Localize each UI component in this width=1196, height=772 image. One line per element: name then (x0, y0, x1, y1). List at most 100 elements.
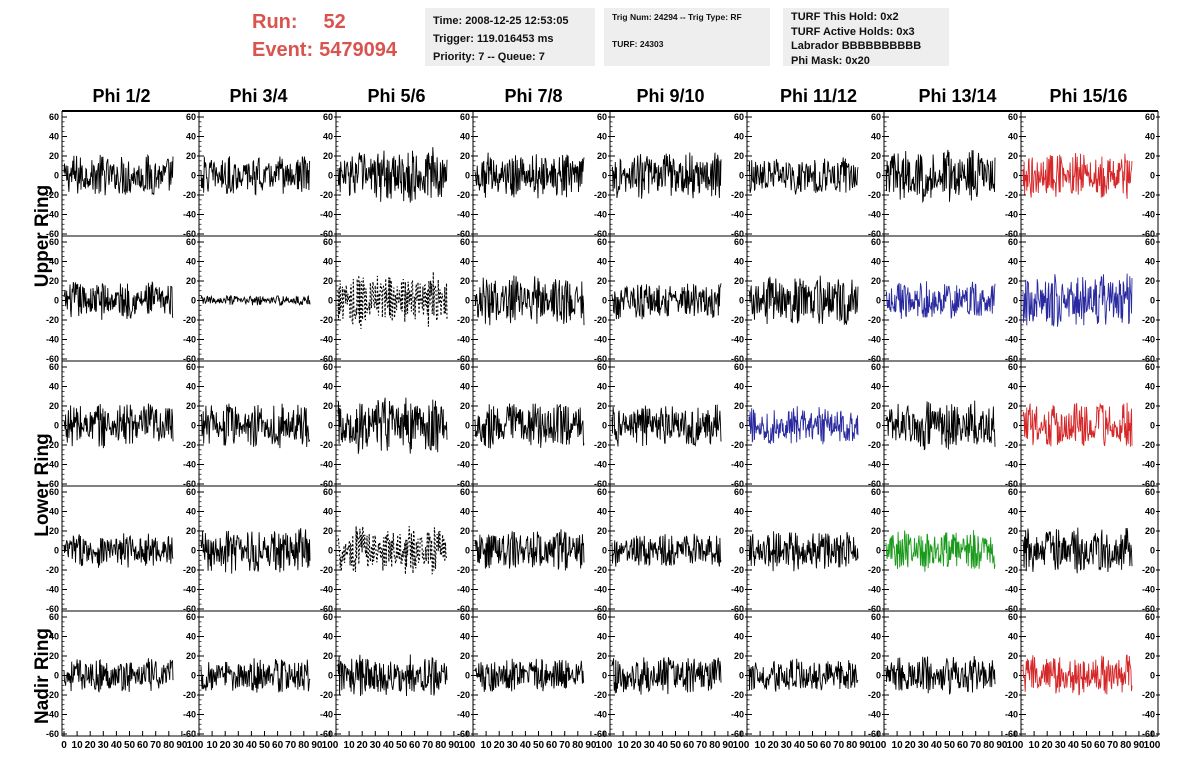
y-tick-label: -40 (1005, 210, 1018, 220)
y-tick-label: -40 (594, 710, 607, 720)
waveform-panel: 60 40 20 0 -20 -40 -60 (336, 362, 475, 489)
y-tick-label: 0 (1013, 171, 1018, 181)
y-tick-label: 20 (460, 651, 470, 661)
y-tick-label: 0 (465, 671, 470, 681)
y-tick-label: -60 (1142, 604, 1155, 614)
y-tick-label: -60 (183, 229, 196, 239)
y-tick-label: -40 (1142, 585, 1155, 595)
waveform-panel: 60 40 20 0 -20 -40 -60 (610, 362, 749, 489)
x-tick-label: 30 (1055, 740, 1067, 751)
y-tick-label: -60 (868, 729, 881, 739)
y-tick-label: -40 (46, 585, 59, 595)
y-tick-label: 20 (49, 276, 59, 286)
waveform-trace (885, 655, 996, 695)
y-tick-label: -20 (183, 440, 196, 450)
y-tick-label: -20 (1005, 690, 1018, 700)
x-tick-label: 100 (187, 740, 204, 751)
waveform-trace (63, 281, 174, 320)
waveform-panel: 60 40 20 0 -20 -40 -60 (1021, 112, 1160, 239)
y-tick-label: -20 (868, 565, 881, 575)
y-tick-label: 0 (739, 296, 744, 306)
turf-holds-box: TURF This Hold: 0x2 TURF Active Holds: 0… (783, 8, 949, 67)
x-tick-label: 90 (311, 740, 323, 751)
y-tick-label: 0 (1013, 296, 1018, 306)
y-tick-label: 40 (871, 257, 881, 267)
y-tick-label: 40 (734, 382, 744, 392)
x-tick-label: 80 (163, 740, 175, 751)
y-tick-label: 40 (1145, 257, 1155, 267)
x-tick-label: 60 (683, 740, 695, 751)
x-tick-label: 20 (357, 740, 369, 751)
y-tick-label: 60 (49, 237, 59, 247)
x-tick-label: 70 (285, 740, 297, 751)
y-tick-label: 0 (602, 296, 607, 306)
y-tick-label: 60 (49, 112, 59, 122)
y-tick-label: 20 (323, 401, 333, 411)
y-tick-label: 20 (49, 401, 59, 411)
y-tick-label: -60 (46, 354, 59, 364)
y-tick-label: -20 (1142, 690, 1155, 700)
y-tick-label: -60 (868, 354, 881, 364)
x-tick-label: 10 (72, 740, 84, 751)
y-tick-label: 0 (328, 296, 333, 306)
x-tick-label: 50 (124, 740, 136, 751)
y-tick-label: -20 (868, 315, 881, 325)
waveform-trace (337, 526, 448, 575)
y-tick-label: -20 (868, 190, 881, 200)
phi-mask-line: Phi Mask: 0x20 (791, 54, 870, 67)
y-tick-label: 0 (1150, 296, 1155, 306)
y-tick-label: 60 (1145, 112, 1155, 122)
y-tick-label: -60 (731, 229, 744, 239)
waveform-panel: 60 40 20 0 -20 -40 -60 (1021, 362, 1160, 489)
waveform-panel: 60 60 40 40 20 20 0 0 -20 -20 -40 -40 -60 -60 (46, 112, 201, 239)
x-tick-label: 10 (207, 740, 219, 751)
y-tick-label: -40 (868, 710, 881, 720)
y-tick-label: 0 (1150, 671, 1155, 681)
y-tick-label: 60 (1008, 237, 1018, 247)
y-tick-label: -20 (1005, 440, 1018, 450)
y-tick-label: 20 (460, 526, 470, 536)
x-tick-label: 100 (1007, 740, 1024, 751)
y-tick-label: 0 (1013, 671, 1018, 681)
y-tick-label: -20 (457, 440, 470, 450)
y-tick-label: 20 (1008, 151, 1018, 161)
waveform-panel: 60 40 20 0 -20 -40 -60 (884, 112, 1023, 239)
y-tick-label: 40 (1145, 382, 1155, 392)
y-tick-label: -40 (731, 335, 744, 345)
x-tick-label: 60 (546, 740, 558, 751)
waveform-trace (63, 658, 174, 693)
y-tick-label: -60 (183, 604, 196, 614)
y-tick-label: -60 (1142, 729, 1155, 739)
x-tick-label: 70 (559, 740, 571, 751)
y-tick-label: 40 (186, 382, 196, 392)
trigger-info-box: Trig Num: 24294 -- Trig Type: RF TURF: 2… (604, 8, 770, 66)
y-tick-label: -20 (1142, 440, 1155, 450)
y-tick-label: 0 (602, 421, 607, 431)
y-tick-label: -20 (731, 315, 744, 325)
x-tick-label: 50 (670, 740, 682, 751)
y-tick-label: 20 (323, 276, 333, 286)
x-tick-label: 20 (905, 740, 917, 751)
waveform-panel: 60 40 20 0 -20 -40 -60 (747, 112, 886, 239)
waveform-trace (1022, 527, 1133, 574)
x-tick-label: 30 (918, 740, 930, 751)
y-tick-label: -40 (731, 460, 744, 470)
y-tick-label: -40 (1005, 710, 1018, 720)
waveform-panel: 60 40 20 0 -20 -40 -60 (199, 112, 338, 239)
waveform-trace (474, 529, 585, 571)
waveform-trace (611, 404, 722, 447)
x-tick-label: 100 (459, 740, 476, 751)
waveform-trace (611, 657, 722, 695)
x-tick-label: 20 (768, 740, 780, 751)
y-tick-label: 40 (460, 507, 470, 517)
y-tick-label: 40 (597, 132, 607, 142)
y-tick-label: 60 (597, 487, 607, 497)
y-tick-label: 0 (739, 171, 744, 181)
y-tick-label: 20 (49, 526, 59, 536)
y-tick-label: 60 (460, 487, 470, 497)
y-tick-label: 20 (1145, 526, 1155, 536)
waveform-panel: 60 40 20 0 -20 -40 -60 (610, 112, 749, 239)
x-tick-label: 40 (246, 740, 258, 751)
